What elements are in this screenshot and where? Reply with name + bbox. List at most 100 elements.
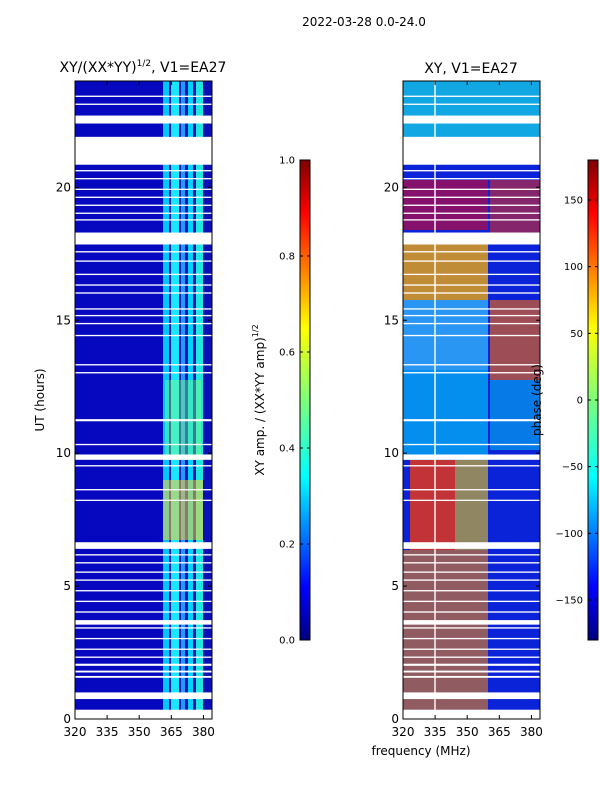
right-x-tick-label: 365 [488,725,511,739]
right-y-tick-label: 15 [384,313,399,327]
flagged-row [75,212,212,214]
flagged-row [403,260,540,262]
right-y-tick-label: 10 [384,446,399,460]
right-heatmap-rfi-line [434,81,436,719]
right-heatmap-phase-region [403,550,488,719]
right-heatmap-phase-region [490,180,540,240]
flagged-row [403,196,540,198]
flagged-row [75,670,212,673]
amplitude-colorbar-tick-label: 0.6 [279,348,295,359]
left-x-tick-label: 380 [192,725,215,739]
amplitude-colorbar-tick-label: 1.0 [279,156,295,167]
flagged-row [403,620,540,625]
flagged-row [403,419,540,422]
right-y-tick-label: 0 [391,712,399,726]
left-heatmap [75,81,212,719]
flagged-row [75,308,212,310]
flagged-row [403,178,540,180]
right-heatmap-phase-region [490,300,540,380]
right-flagged-rows [403,95,540,719]
right-x-tick-label: 380 [520,725,543,739]
flagged-row [75,273,212,276]
flagged-row [403,542,540,549]
flagged-row [75,554,212,556]
flagged-row [403,103,540,105]
flagged-row [403,611,540,613]
right-x-tick-label: 320 [392,725,415,739]
flagged-row [403,212,540,214]
flagged-row [403,115,540,124]
right-heatmap-phase-region [403,240,488,300]
flagged-row [403,571,540,573]
flagged-row [75,542,212,549]
flagged-row [75,675,212,678]
flagged-row [75,334,212,337]
flagged-row [75,204,212,206]
flagged-row [75,620,212,625]
flagged-row [75,600,212,603]
flagged-row [403,627,540,629]
flagged-row [75,419,212,422]
left-heatmap-bright-band [181,81,185,719]
left-y-tick-label: 10 [56,446,71,460]
phase-colorbar-tick-label: −100 [556,529,583,540]
flagged-row [403,372,540,374]
flagged-row [403,670,540,673]
flagged-row [403,579,540,581]
left-y-tick-label: 0 [63,712,71,726]
flagged-row [75,251,212,253]
flagged-row [75,489,212,491]
flagged-row [75,95,212,97]
amplitude-colorbar-tick-label: 0.8 [279,252,295,263]
flagged-row [75,219,212,221]
left-heatmap-bright-band [196,81,203,719]
phase-colorbar-tick-label: −150 [556,596,583,607]
left-panel-title: XY/(XX*YY)1/2, V1=EA27 [60,59,227,76]
flagged-row [75,663,212,666]
flagged-row [75,709,212,719]
left-x-tick-label: 350 [128,725,151,739]
right-axes-ticks: 320 335 350 365 380 0 5 10 15 20 [384,81,543,739]
flagged-row [75,284,212,286]
flagged-row [403,232,540,245]
phase-colorbar-tick-label: 0 [577,396,583,407]
flagged-row [403,489,540,491]
flagged-row [403,600,540,603]
left-x-tick-label: 365 [160,725,183,739]
flagged-row [403,443,540,446]
x-axis-label: frequency (MHz) [371,744,470,758]
flagged-row [75,188,212,190]
flagged-row [75,232,212,245]
flagged-row [403,454,540,460]
phase-colorbar-tick-label: −50 [562,462,583,473]
flagged-row [75,611,212,613]
right-y-tick-label: 20 [384,180,399,194]
flagged-row [75,364,212,366]
left-flagged-rows [75,95,212,719]
flagged-row [403,590,540,592]
left-heatmap-high-amplitude-patch [163,480,203,540]
flagged-row [75,637,212,640]
flagged-row [403,308,540,310]
flagged-row [403,499,540,502]
left-axes-frame [74,80,213,720]
phase-colorbar-tick-label: 150 [564,196,583,207]
right-y-tick-label: 5 [391,579,399,593]
flagged-row [403,292,540,294]
flagged-row [403,188,540,190]
flagged-row [403,322,540,325]
flagged-row [75,292,212,294]
flagged-row [403,675,540,678]
right-x-tick-label: 350 [456,725,479,739]
right-heatmap-phase-region [403,370,488,460]
right-axes-frame [402,80,541,720]
flagged-row [75,115,212,124]
flagged-row [75,692,212,700]
flagged-row [403,663,540,666]
flagged-row [403,465,540,467]
flagged-row [75,260,212,262]
flagged-row [403,554,540,556]
phase-colorbar-tick-label: 50 [570,329,583,340]
flagged-row [403,204,540,206]
